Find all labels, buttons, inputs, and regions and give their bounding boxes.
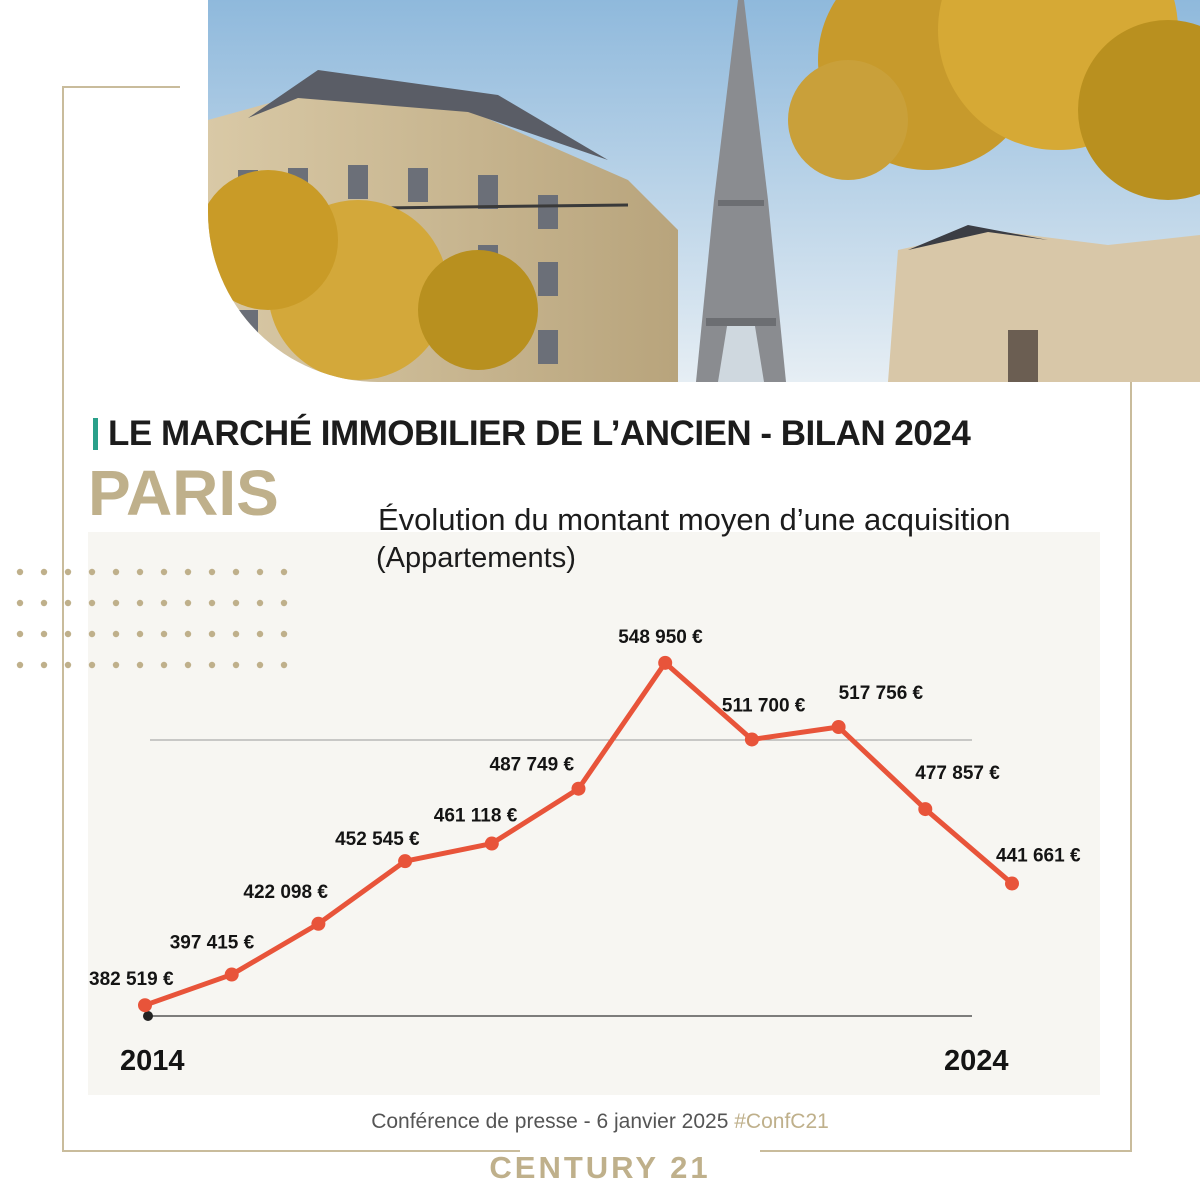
footer-note: Conférence de presse - 6 janvier 2025 #C… xyxy=(0,1108,1200,1136)
brand-logo-text: CENTURY 21 xyxy=(489,1150,711,1185)
decorative-dot xyxy=(64,630,72,638)
footer-note-text: Conférence de presse - 6 janvier 2025 xyxy=(371,1110,729,1133)
data-label: 517 756 € xyxy=(839,683,924,704)
decorative-dot xyxy=(232,630,240,638)
decorative-dot xyxy=(136,599,144,607)
decorative-dot xyxy=(184,599,192,607)
x-axis-start-marker xyxy=(143,1011,153,1021)
x-tick-label-start: 2014 xyxy=(120,1045,185,1077)
decorative-dot xyxy=(184,661,192,669)
decorative-dot xyxy=(256,599,264,607)
data-point xyxy=(138,998,152,1013)
paris-photo xyxy=(208,0,1200,382)
data-label: 477 857 € xyxy=(915,763,1000,784)
x-tick-label-end: 2024 xyxy=(944,1045,1009,1077)
decorative-dot xyxy=(136,630,144,638)
decorative-dot xyxy=(232,568,240,576)
decorative-dot xyxy=(112,599,120,607)
data-label: 487 749 € xyxy=(490,755,575,776)
data-point xyxy=(744,732,759,747)
decorative-dot xyxy=(256,630,264,638)
decorative-dot xyxy=(136,661,144,669)
data-label: 422 098 € xyxy=(243,882,328,903)
data-label: 397 415 € xyxy=(170,933,255,954)
decorative-dot xyxy=(16,599,24,607)
decorative-dot xyxy=(184,568,192,576)
decorative-dot xyxy=(112,630,120,638)
chart-subtitle: (Appartements) xyxy=(376,542,576,574)
decorative-dot xyxy=(280,568,288,576)
decorative-dot xyxy=(136,568,144,576)
decorative-dot xyxy=(40,568,48,576)
decorative-dot xyxy=(88,568,96,576)
data-labels: 382 519 € 397 415 € 422 098 € 452 545 € 461 … xyxy=(89,627,1081,990)
city-title: PARIS xyxy=(88,457,279,529)
decorative-dot xyxy=(88,661,96,669)
decorative-dot xyxy=(208,599,216,607)
decorative-dot xyxy=(256,661,264,669)
data-point xyxy=(224,967,239,982)
decorative-dot xyxy=(280,630,288,638)
data-label: 441 661 € xyxy=(996,846,1081,867)
decorative-dot xyxy=(64,599,72,607)
data-label: 548 950 € xyxy=(618,627,703,648)
decorative-dot xyxy=(208,661,216,669)
decorative-dot xyxy=(88,630,96,638)
decorative-dot xyxy=(280,599,288,607)
decorative-dot xyxy=(16,661,24,669)
decorative-dot xyxy=(160,599,168,607)
headline: LE MARCHÉ IMMOBILIER DE L’ANCIEN - BILAN… xyxy=(90,412,1100,462)
data-label: 511 700 € xyxy=(722,695,806,716)
decorative-dot xyxy=(232,599,240,607)
data-label: 452 545 € xyxy=(335,829,420,850)
decorative-dot xyxy=(256,568,264,576)
decorative-dot xyxy=(64,661,72,669)
decorative-dot xyxy=(64,568,72,576)
decorative-dot xyxy=(208,630,216,638)
data-point xyxy=(658,655,673,670)
chart-title: Évolution du montant moyen d’une acquisi… xyxy=(378,502,1011,537)
headline-text: LE MARCHÉ IMMOBILIER DE L’ANCIEN - BILAN… xyxy=(108,414,971,453)
frame-gap-bottom xyxy=(520,1140,760,1164)
data-label: 461 118 € xyxy=(434,806,518,827)
data-point xyxy=(571,781,586,796)
decorative-dot xyxy=(160,630,168,638)
decorative-dot xyxy=(40,630,48,638)
decorative-dot xyxy=(40,599,48,607)
headline-accent-bar xyxy=(93,418,98,450)
decorative-dot xyxy=(40,661,48,669)
decorative-dot xyxy=(112,661,120,669)
decorative-dot xyxy=(112,568,120,576)
decorative-dot xyxy=(232,661,240,669)
data-point xyxy=(831,720,846,735)
footer-hashtag: #ConfC21 xyxy=(734,1110,829,1133)
series-line xyxy=(142,660,1015,1008)
decorative-dot xyxy=(16,568,24,576)
data-label: 382 519 € xyxy=(89,969,174,990)
data-point xyxy=(398,854,413,869)
data-point xyxy=(311,916,326,931)
data-point xyxy=(918,802,933,817)
decorative-dot xyxy=(280,661,288,669)
decorative-dot xyxy=(88,599,96,607)
decorative-dot-grid xyxy=(16,568,288,669)
decorative-dot xyxy=(184,630,192,638)
decorative-dot xyxy=(160,661,168,669)
data-points xyxy=(138,655,1019,1013)
decorative-dot xyxy=(208,568,216,576)
decorative-dot xyxy=(16,630,24,638)
data-point xyxy=(1005,876,1019,891)
data-point xyxy=(484,836,499,851)
decorative-dot xyxy=(160,568,168,576)
